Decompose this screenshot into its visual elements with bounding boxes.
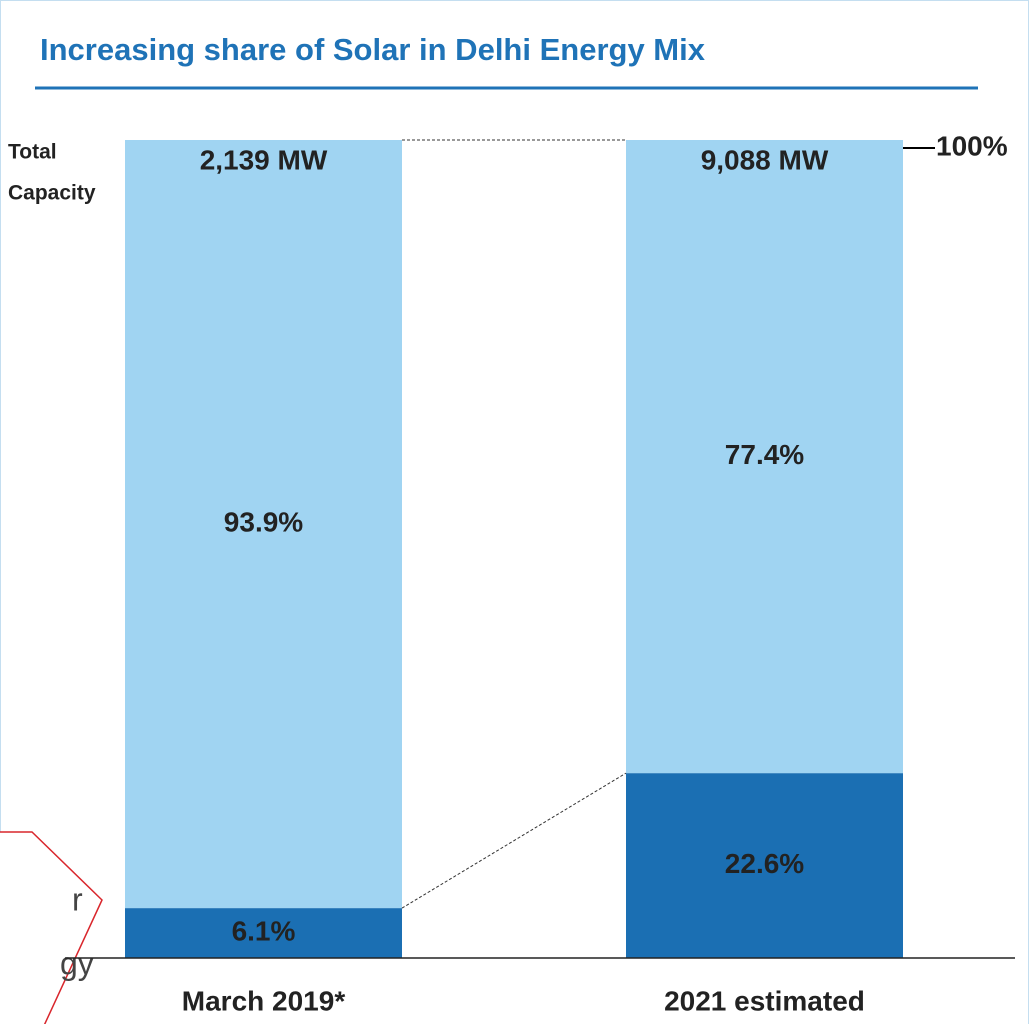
x-tick-label: 2021 estimated [664, 985, 865, 1016]
value-label: 93.9% [224, 506, 303, 537]
bar-segment [125, 908, 402, 958]
callout-text: gy [60, 945, 94, 981]
value-label: 6.1% [232, 915, 296, 946]
total-value: 2,139 MW [200, 144, 328, 175]
value-label: 22.6% [725, 848, 804, 879]
x-tick-label: March 2019* [182, 985, 346, 1016]
connector [401, 772, 627, 909]
value-label: 77.4% [725, 439, 804, 470]
callout-text: r [72, 881, 83, 917]
bar-segment [626, 773, 903, 958]
chart-title: Increasing share of Solar in Delhi Energ… [40, 32, 706, 67]
total-label: Total [8, 141, 57, 164]
total-label: Capacity [8, 182, 96, 205]
total-value: 9,088 MW [701, 144, 829, 175]
bar-segment [626, 140, 903, 774]
callout [0, 831, 103, 1024]
top-annotation: 100% [936, 130, 1008, 161]
bar-segment [125, 140, 402, 909]
